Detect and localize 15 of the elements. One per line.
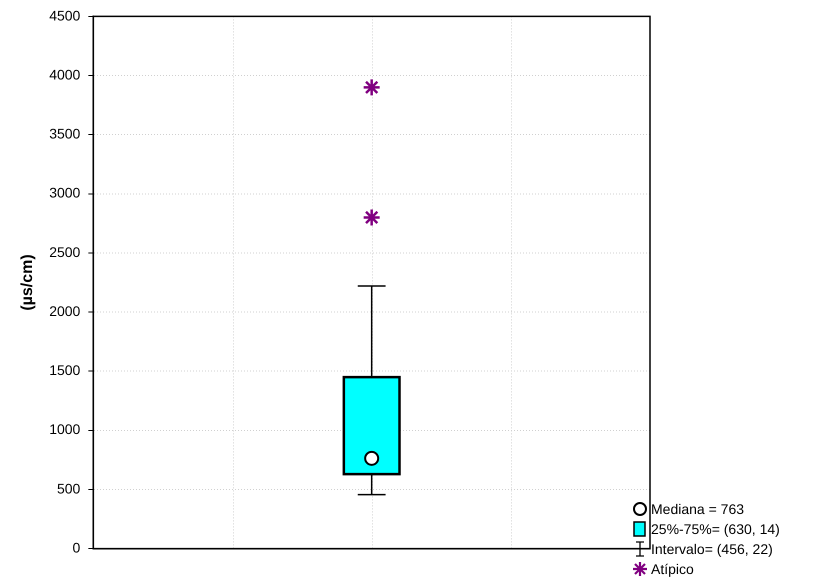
y-tick-label: 0 bbox=[72, 539, 81, 556]
y-tick-label: 2500 bbox=[49, 244, 81, 260]
text: 25%-75%= (630, 14) bbox=[651, 520, 780, 539]
y-tick-label: 500 bbox=[56, 480, 81, 496]
y-tick-label: 1000 bbox=[49, 421, 81, 438]
text: Atípico bbox=[651, 560, 694, 579]
text: Intervalo= (456, 22) bbox=[651, 540, 773, 559]
y-tick-label: 3500 bbox=[49, 126, 81, 142]
y-tick-label: 4000 bbox=[49, 66, 81, 82]
y-tick-label: 2000 bbox=[49, 302, 81, 319]
y-tick-label: 4500 bbox=[49, 7, 81, 24]
y-axis-title: (µs/cm) bbox=[19, 254, 36, 311]
y-tick-label: 3000 bbox=[49, 184, 81, 201]
text: Mediana = 763 bbox=[651, 500, 744, 519]
y-tick-label: 1500 bbox=[49, 362, 81, 378]
